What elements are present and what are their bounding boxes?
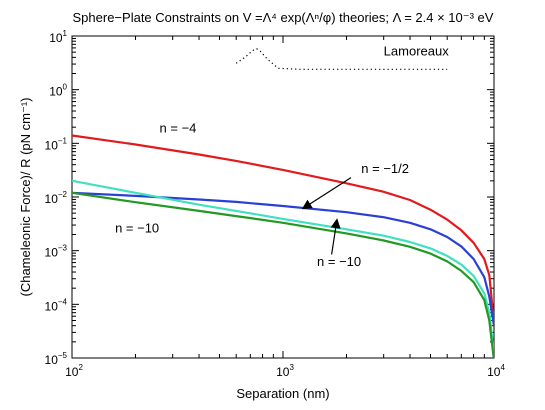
annotation-label: n = −4 xyxy=(160,120,197,135)
annotation-label: Lamoreaux xyxy=(384,44,450,59)
y-tick-label: 10−5 xyxy=(45,351,68,367)
series-line-4 xyxy=(235,48,448,70)
y-axis-label: (Chameleonic Force)/ R (pN cm⁻¹) xyxy=(18,97,33,296)
series-line-2 xyxy=(72,179,494,354)
y-tick-label: 101 xyxy=(49,29,67,45)
series-line-3 xyxy=(72,191,494,358)
y-tick-label: 10−2 xyxy=(45,190,68,206)
y-tick-label: 10−1 xyxy=(45,136,68,152)
series-line-1 xyxy=(72,191,494,326)
x-tick-label: 102 xyxy=(65,363,83,379)
x-tick-label: 103 xyxy=(276,363,294,379)
x-tick-label: 104 xyxy=(487,363,505,379)
y-tick-label: 100 xyxy=(49,83,67,99)
annotation-layer: n = −4 n = −1/2 n = −10 n = −10 Lamoreaux xyxy=(115,44,449,269)
chart-title: Sphere−Plate Constraints on V =Λ⁴ exp(Λⁿ… xyxy=(73,10,494,25)
annotation-label: n = −10 xyxy=(115,220,159,235)
y-tick-label: 10−4 xyxy=(45,297,68,313)
annotation-arrow xyxy=(330,218,341,255)
annotation-label: n = −10 xyxy=(317,254,361,269)
annotation-label: n = −1/2 xyxy=(361,161,409,176)
annotation-arrow xyxy=(301,177,352,210)
axis-ticks: 102 103 104 10−5 10−4 10−3 10−2 10−1 100 101 xyxy=(45,29,506,379)
y-tick-label: 10−3 xyxy=(45,244,68,260)
plot-area xyxy=(71,35,495,359)
series-line-0 xyxy=(72,134,494,324)
series-layer xyxy=(72,48,494,358)
x-axis-label: Separation (nm) xyxy=(236,386,329,401)
